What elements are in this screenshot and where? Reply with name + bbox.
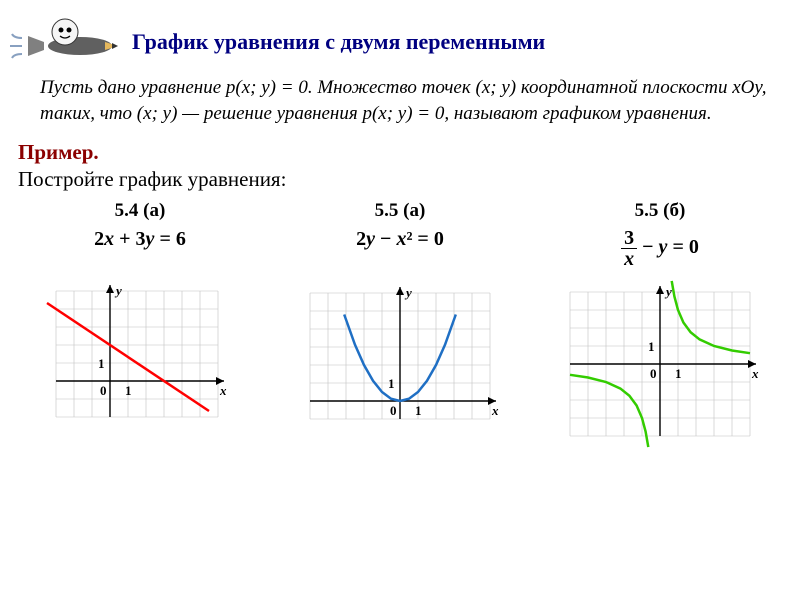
svg-text:0: 0 [390,403,397,418]
svg-text:y: y [404,285,412,300]
svg-text:1: 1 [648,339,655,354]
svg-text:1: 1 [415,403,422,418]
svg-text:1: 1 [98,356,105,371]
svg-text:y: y [114,283,122,298]
svg-text:0: 0 [100,383,107,398]
chart: x y 0 1 1 [300,261,500,431]
svg-text:x: x [219,383,227,398]
equation: 2y − x² = 0 [356,228,444,251]
problem-number: 5.5 (а) [375,200,426,222]
chart-block: 5.5 (а) 2y − x² = 0 x y 0 1 1 [275,200,525,449]
svg-text:1: 1 [125,383,132,398]
rocket-pencil-icon [10,4,120,79]
problem-number: 5.5 (б) [635,200,686,222]
example-label: Пример. [18,140,800,165]
chart-block: 5.5 (б) 3x − y = 0 x y 0 1 1 [535,200,785,449]
svg-text:0: 0 [650,366,657,381]
problem-number: 5.4 (а) [115,200,166,222]
svg-text:1: 1 [388,376,395,391]
definition-text: Пусть дано уравнение p(x; y) = 0. Множес… [0,75,800,126]
svg-text:1: 1 [675,366,682,381]
svg-text:x: x [491,403,499,418]
page-title: График уравнения с двумя переменными [132,29,545,55]
charts-row: 5.4 (а) 2x + 3y = 6 x y 0 1 1 5.5 (а) 2y − x² = … [0,200,800,449]
task-text: Постройте график уравнения: [18,167,800,192]
chart: x y 0 1 1 [560,279,760,449]
chart: x y 0 1 1 [40,261,240,431]
chart-block: 5.4 (а) 2x + 3y = 6 x y 0 1 1 [15,200,265,449]
equation: 3x − y = 0 [621,228,699,269]
svg-text:x: x [751,366,759,381]
svg-text:y: y [664,284,672,299]
equation: 2x + 3y = 6 [94,228,186,251]
